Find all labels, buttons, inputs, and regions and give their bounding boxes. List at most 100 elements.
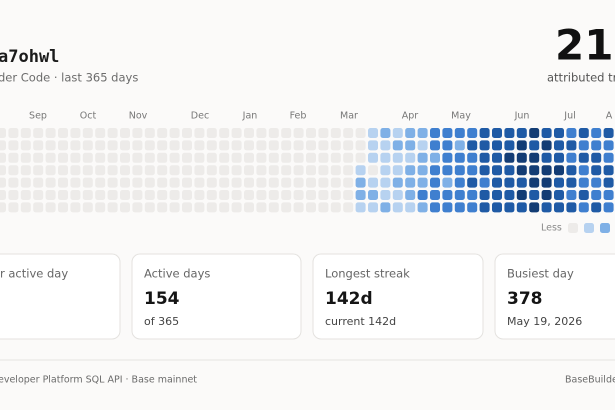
day-cell bbox=[107, 128, 118, 138]
day-cell bbox=[219, 152, 230, 163]
day-cell bbox=[8, 152, 19, 163]
legend-swatch bbox=[568, 223, 578, 233]
day-cell bbox=[554, 152, 564, 163]
day-cell bbox=[479, 140, 490, 151]
day-cell bbox=[529, 140, 540, 151]
day-cell bbox=[454, 190, 465, 200]
day-cell bbox=[219, 190, 230, 200]
day-cell bbox=[566, 128, 577, 138]
day-cell bbox=[58, 140, 68, 151]
day-cell bbox=[95, 190, 106, 200]
day-cell bbox=[268, 202, 279, 213]
day-cell bbox=[492, 177, 502, 188]
day-cell bbox=[504, 152, 515, 163]
stat-value: 154 bbox=[144, 289, 180, 309]
day-cell bbox=[20, 152, 31, 163]
day-cell bbox=[343, 177, 354, 188]
month-label: Dec bbox=[191, 111, 209, 122]
legend-swatch bbox=[600, 223, 610, 233]
day-cell bbox=[430, 128, 440, 138]
day-cell bbox=[58, 165, 68, 176]
stat-note: of 365 bbox=[144, 315, 179, 328]
day-cell bbox=[293, 165, 304, 176]
day-cell bbox=[70, 165, 81, 176]
month-label: May bbox=[451, 111, 471, 122]
day-cell bbox=[157, 152, 168, 163]
day-cell bbox=[256, 177, 267, 188]
day-cell bbox=[554, 202, 564, 213]
stat-card bbox=[494, 253, 615, 340]
day-cell bbox=[306, 140, 316, 151]
day-cell bbox=[95, 140, 106, 151]
day-cell bbox=[45, 177, 56, 188]
day-cell bbox=[430, 177, 440, 188]
day-cell bbox=[318, 177, 329, 188]
day-cell bbox=[169, 177, 180, 188]
day-cell bbox=[591, 152, 602, 163]
day-cell bbox=[70, 202, 81, 213]
day-cell bbox=[368, 165, 378, 176]
day-cell bbox=[281, 177, 292, 188]
day-cell bbox=[467, 128, 478, 138]
day-cell bbox=[293, 152, 304, 163]
day-cell bbox=[70, 190, 81, 200]
stat-value: 378 bbox=[507, 289, 543, 309]
day-cell bbox=[33, 165, 44, 176]
day-cell bbox=[454, 140, 465, 151]
day-cell bbox=[492, 190, 502, 200]
day-cell bbox=[516, 128, 527, 138]
day-cell bbox=[194, 190, 205, 200]
day-cell bbox=[529, 152, 540, 163]
day-cell bbox=[82, 190, 93, 200]
day-cell bbox=[231, 152, 242, 163]
day-cell bbox=[293, 177, 304, 188]
day-cell bbox=[45, 152, 56, 163]
day-cell bbox=[318, 152, 329, 163]
day-cell bbox=[355, 152, 366, 163]
day-cell bbox=[281, 128, 292, 138]
day-cell bbox=[293, 128, 304, 138]
day-cell bbox=[70, 177, 81, 188]
day-cell bbox=[380, 128, 391, 138]
day-cell bbox=[194, 128, 205, 138]
day-cell bbox=[20, 165, 31, 176]
day-cell bbox=[603, 202, 614, 213]
day-cell bbox=[20, 177, 31, 188]
day-cell bbox=[132, 177, 143, 188]
day-cell bbox=[70, 152, 81, 163]
day-cell bbox=[144, 177, 155, 188]
month-label: Mar bbox=[340, 111, 358, 122]
day-cell bbox=[182, 177, 192, 188]
day-cell bbox=[355, 177, 366, 188]
day-cell bbox=[591, 140, 602, 151]
day-cell bbox=[8, 177, 19, 188]
day-cell bbox=[95, 152, 106, 163]
day-cell bbox=[132, 152, 143, 163]
day-cell bbox=[479, 128, 490, 138]
month-label: Sep bbox=[29, 111, 47, 122]
day-cell bbox=[504, 177, 515, 188]
day-cell bbox=[591, 190, 602, 200]
day-cell bbox=[82, 177, 93, 188]
day-cell bbox=[318, 165, 329, 176]
day-cell bbox=[256, 152, 267, 163]
day-cell bbox=[554, 165, 564, 176]
day-cell bbox=[8, 202, 19, 213]
day-cell bbox=[554, 140, 564, 151]
day-cell bbox=[58, 177, 68, 188]
day-cell bbox=[157, 190, 168, 200]
month-label: Jun bbox=[514, 111, 530, 122]
day-cell bbox=[343, 140, 354, 151]
month-label: Apr bbox=[402, 111, 419, 122]
day-cell bbox=[504, 165, 515, 176]
day-cell bbox=[578, 140, 589, 151]
day-cell bbox=[467, 152, 478, 163]
day-cell bbox=[120, 152, 130, 163]
day-cell bbox=[330, 190, 341, 200]
day-cell bbox=[417, 140, 428, 151]
day-cell bbox=[244, 140, 254, 151]
day-cell bbox=[318, 140, 329, 151]
day-cell bbox=[330, 165, 341, 176]
day-cell bbox=[293, 190, 304, 200]
day-cell bbox=[479, 177, 490, 188]
